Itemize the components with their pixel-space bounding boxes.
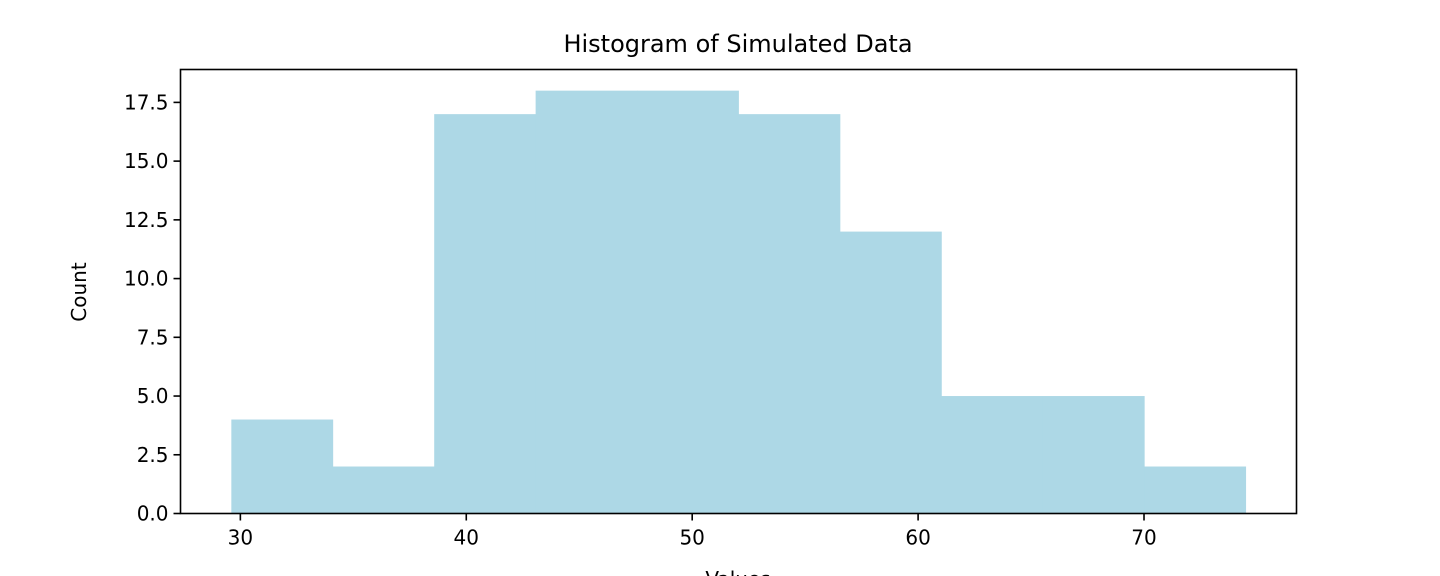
x-axis-ticks: 30 40 50 60 70 — [228, 513, 1157, 550]
histogram-bar — [535, 90, 638, 514]
plot-frame — [179, 68, 1298, 515]
y-tick-label: 7.5 — [137, 325, 169, 349]
histogram-bar — [332, 466, 435, 514]
x-tick-label: 40 — [454, 526, 479, 550]
histogram-bar — [1042, 396, 1145, 514]
y-axis-label: Count — [67, 262, 91, 322]
histogram-bar — [839, 231, 942, 514]
y-tick-label: 10.0 — [124, 267, 169, 291]
histogram-bar — [231, 419, 334, 514]
histogram-bar — [738, 114, 841, 514]
y-axis-ticks: 0.0 2.5 5.0 7.5 10.0 12.5 15.0 17.5 — [124, 90, 181, 526]
histogram-bar — [434, 114, 537, 514]
x-tick-label: 70 — [1131, 526, 1156, 550]
histogram-bar — [941, 396, 1044, 514]
y-tick-label: 17.5 — [124, 90, 169, 114]
histogram-bar — [1144, 466, 1247, 514]
x-axis-label: Values — [705, 567, 770, 576]
y-tick-label: 5.0 — [137, 384, 169, 408]
y-tick-label: 15.0 — [124, 149, 169, 173]
y-tick-label: 2.5 — [137, 443, 169, 467]
x-tick-label: 30 — [228, 526, 253, 550]
x-tick-label: 50 — [679, 526, 704, 550]
y-tick-label: 12.5 — [124, 208, 169, 232]
bars-group — [231, 90, 1247, 514]
x-tick-label: 60 — [905, 526, 930, 550]
y-tick-label: 0.0 — [137, 502, 169, 526]
histogram-bar — [637, 90, 739, 514]
chart-title: Histogram of Simulated Data — [563, 30, 912, 58]
